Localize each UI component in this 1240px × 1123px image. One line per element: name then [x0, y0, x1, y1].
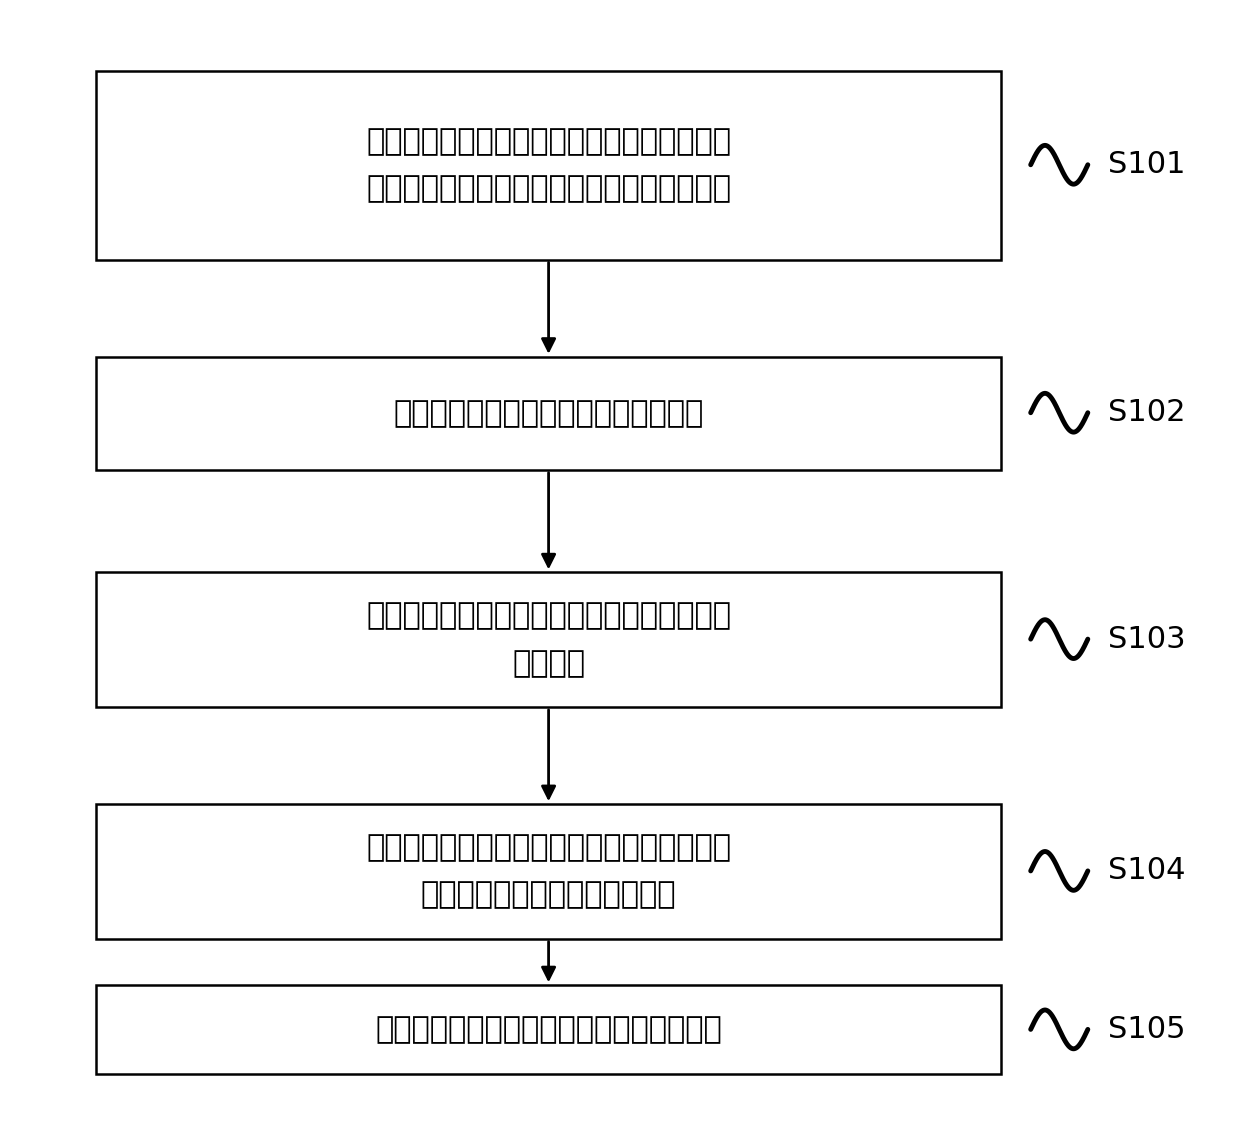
Text: 统计每个候选服务器已建立的短连接数: 统计每个候选服务器已建立的短连接数: [393, 399, 704, 428]
FancyBboxPatch shape: [97, 804, 1001, 939]
Text: 将该待处理的数据请求发送至该目标服务器: 将该待处理的数据请求发送至该目标服务器: [376, 1015, 722, 1044]
Text: 接收到待处理的数据请求时，从初始化的配置
文件中查询与每个候选服务器对应预设的权重: 接收到待处理的数据请求时，从初始化的配置 文件中查询与每个候选服务器对应预设的权…: [366, 127, 732, 203]
FancyBboxPatch shape: [97, 985, 1001, 1074]
Text: S105: S105: [1109, 1015, 1185, 1044]
Text: 计算每个候选服务器处理最近一次数据请求的
响应时间: 计算每个候选服务器处理最近一次数据请求的 响应时间: [366, 602, 732, 678]
Text: S101: S101: [1109, 150, 1185, 180]
Text: S103: S103: [1109, 624, 1185, 654]
FancyBboxPatch shape: [97, 71, 1001, 259]
Text: S104: S104: [1109, 857, 1185, 885]
FancyBboxPatch shape: [97, 573, 1001, 707]
Text: S102: S102: [1109, 399, 1185, 427]
FancyBboxPatch shape: [97, 357, 1001, 469]
Text: 根据该权重、该短连接数及该响应时间从所述
候选服务器中确定一目标服务器: 根据该权重、该短连接数及该响应时间从所述 候选服务器中确定一目标服务器: [366, 833, 732, 910]
